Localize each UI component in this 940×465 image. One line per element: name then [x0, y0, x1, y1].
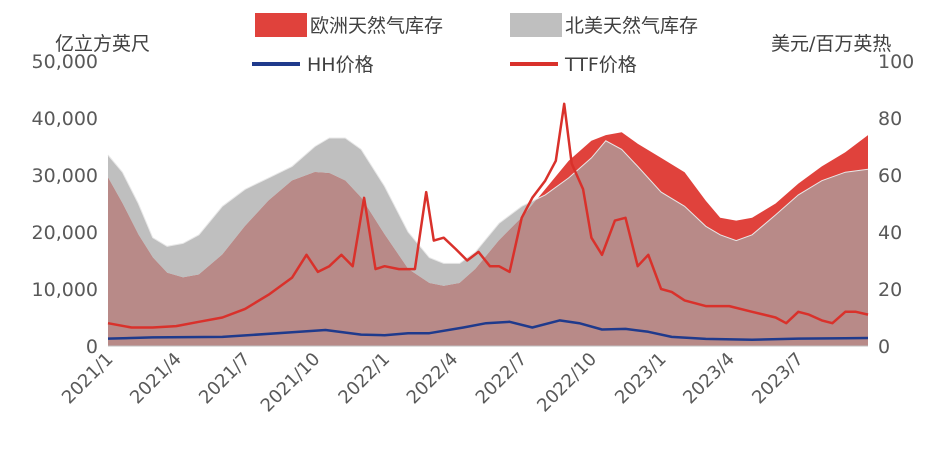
x-ticks: 2021/1 2021/4 2021/7 2021/10 2022/1 2022/4 202…: [58, 349, 808, 417]
y-right-tick-label: 60: [878, 165, 902, 187]
legend-item-hh: HH价格: [252, 54, 374, 76]
y-right-ticks: 0 20 40 60 80 100: [878, 51, 914, 358]
x-tick-label: 2021/4: [126, 349, 186, 409]
line-hh-price: [107, 319, 869, 341]
legend-label-hh: HH价格: [307, 54, 374, 76]
y-left-tick-label: 10,000: [32, 279, 98, 301]
y-left-ticks: 0 10,000 20,000 30,000 40,000 50,000: [32, 51, 98, 358]
legend-item-eu-storage: 欧洲天然气库存: [255, 13, 443, 37]
x-tick-label: 2023/4: [679, 349, 739, 409]
us-storage-edge: [107, 137, 869, 264]
line-ttf-price: [107, 102, 869, 329]
x-tick-label: 2023/7: [748, 349, 808, 409]
x-tick-label: 2022/7: [472, 349, 532, 409]
y-right-axis-label: 美元/百万英热: [771, 33, 891, 55]
y-left-tick-label: 20,000: [32, 222, 98, 244]
y-left-tick-label: 50,000: [32, 51, 98, 73]
legend-label-ttf: TTF价格: [564, 54, 637, 76]
y-left-tick-label: 40,000: [32, 108, 98, 130]
y-left-axis-label: 亿立方英尺: [55, 33, 150, 55]
x-tick-label: 2022/4: [403, 349, 463, 409]
storage-areas: [107, 132, 869, 346]
y-right-tick-label: 20: [878, 279, 902, 301]
y-left-tick-label: 0: [86, 336, 98, 358]
x-tick-label: 2021/7: [195, 349, 255, 409]
price-lines: [107, 102, 869, 341]
y-right-tick-label: 80: [878, 108, 902, 130]
legend-swatch-us-storage: [510, 13, 562, 37]
y-right-tick-label: 40: [878, 222, 902, 244]
y-right-tick-label: 100: [878, 51, 914, 73]
x-tick-label: 2022/10: [533, 349, 601, 417]
x-tick-label: 2022/1: [334, 349, 394, 409]
x-tick-label: 2021/10: [257, 349, 325, 417]
legend-label-eu-storage: 欧洲天然气库存: [310, 15, 443, 37]
legend-item-ttf: TTF价格: [510, 54, 637, 76]
y-left-tick-label: 30,000: [32, 165, 98, 187]
legend-item-us-storage: 北美天然气库存: [510, 13, 698, 37]
legend-swatch-eu-storage: [255, 13, 307, 37]
legend-label-us-storage: 北美天然气库存: [565, 15, 698, 37]
y-right-tick-label: 0: [878, 336, 890, 358]
x-tick-label: 2023/1: [611, 349, 671, 409]
legend: 欧洲天然气库存 北美天然气库存 HH价格 TTF价格: [252, 13, 698, 76]
